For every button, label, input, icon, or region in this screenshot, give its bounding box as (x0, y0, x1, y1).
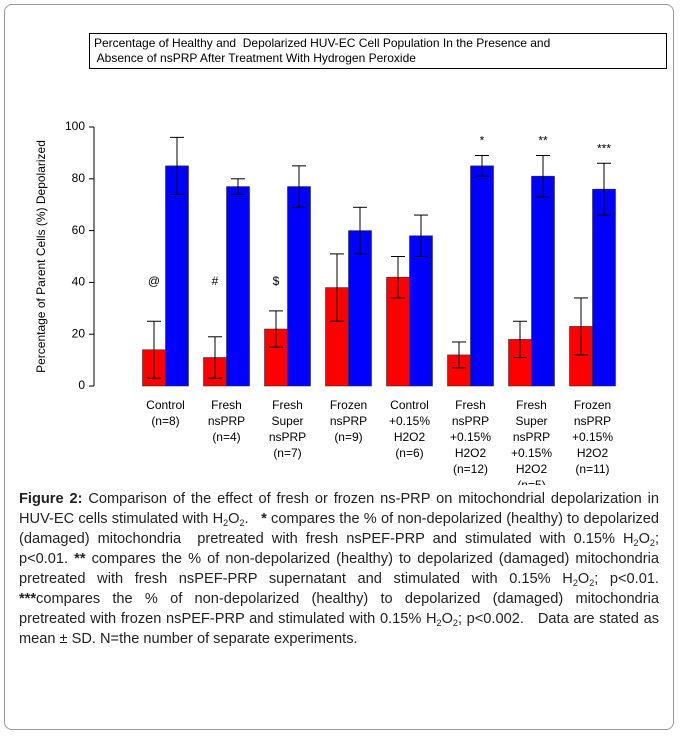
error-bar (414, 214, 428, 257)
bar (470, 165, 494, 387)
x-tick-label: (n=11) (575, 462, 609, 476)
x-tick-label: Control (390, 398, 429, 412)
x-tick-label: (n=9) (334, 430, 362, 444)
x-tick-label: Fresh (516, 398, 547, 412)
x-tick-label: (n=6) (395, 446, 423, 460)
bar (287, 186, 311, 387)
title-line: Absence of nsPRP After Treatment With Hy… (94, 51, 416, 65)
error-bar (292, 165, 306, 208)
caption-run: 2 (572, 578, 578, 588)
x-tick-label: +0.15% (511, 446, 552, 460)
annotation: * (480, 134, 485, 148)
x-tick-label: H2O2 (516, 462, 548, 476)
x-tick-label: +0.15% (450, 430, 491, 444)
annotation: $ (273, 274, 280, 288)
x-tick-label: nsPRP (208, 414, 245, 428)
annotation: ** (538, 134, 548, 148)
bar (531, 175, 555, 387)
figure: 0 20 40 60 80 100 Percentage of Parent Cells (… (4, 4, 674, 730)
error-bar (170, 136, 184, 195)
x-tick-label: H2O2 (455, 446, 487, 460)
caption-run: compares the % of non-depolarized (healt… (19, 511, 664, 547)
bar (165, 165, 189, 387)
x-tick-label: H2O2 (394, 430, 426, 444)
caption-run: Comparison of the effect of fresh or fro… (19, 491, 664, 527)
x-tick-label: Super (515, 414, 547, 428)
bar (226, 186, 250, 387)
error-bar (536, 154, 550, 198)
error-bar (574, 297, 588, 356)
x-tick-label: nsPRP (574, 414, 611, 428)
caption-run: 2 (649, 538, 655, 548)
error-bar (269, 310, 283, 348)
error-bar (391, 256, 405, 299)
x-tick-label: Fresh (455, 398, 486, 412)
x-tick-label: (n=12) (453, 462, 488, 476)
x-tick-label: nsPRP (452, 414, 489, 428)
bar (592, 188, 616, 387)
x-tick-label: Fresh (272, 398, 303, 412)
caption-run: 2 (239, 518, 245, 528)
x-tick-label: Control (146, 398, 185, 412)
x-tick-label: Frozen (574, 398, 611, 412)
caption-run: O (577, 571, 590, 587)
error-bar (353, 206, 367, 255)
caption-run: O (638, 531, 650, 547)
y-tick-label: 60 (72, 223, 86, 237)
x-tick-label: +0.15% (572, 430, 613, 444)
caption-run: compares the % of non-depolarized (healt… (19, 591, 668, 627)
caption-run: ; p<0.01. (594, 571, 664, 587)
caption-run: compares the % of non-depolarized (healt… (19, 551, 664, 587)
error-bar (208, 336, 222, 379)
x-tick-label: Super (271, 414, 303, 428)
x-tick-label: (n=4) (212, 430, 240, 444)
caption-run: Figure 2: (19, 491, 83, 507)
error-bar (231, 178, 245, 195)
caption-run: 2 (633, 538, 639, 548)
chart: 0 20 40 60 80 100 Percentage of Parent Cells (… (34, 119, 616, 485)
y-tick-label: 0 (78, 378, 85, 392)
x-tick-label: Frozen (330, 398, 367, 412)
x-tick-label: nsPRP (513, 430, 550, 444)
y-tick-label: 100 (65, 119, 85, 133)
x-tick-label: (n=5) (517, 478, 545, 485)
y-tick-label: 40 (72, 275, 86, 289)
caption-run: . (244, 511, 262, 527)
x-tick-label: nsPRP (269, 430, 306, 444)
error-bar (475, 154, 489, 177)
caption-run: 2 (452, 618, 458, 628)
annotation: @ (148, 274, 160, 288)
error-bar (513, 320, 527, 359)
error-bar (452, 341, 466, 369)
annotation: # (212, 274, 219, 288)
x-tick-label: nsPRP (330, 414, 367, 428)
error-bar (147, 320, 161, 379)
caption: Figure 2: Comparison of the effect of fr… (19, 489, 659, 649)
caption-run: 2 (436, 618, 442, 628)
caption-run: O (441, 611, 453, 627)
y-tick-label: 80 (72, 171, 86, 185)
caption-run: 2 (223, 518, 229, 528)
x-tick-label: H2O2 (577, 446, 609, 460)
caption-run: ** (74, 551, 86, 567)
x-tick-label: Fresh (211, 398, 242, 412)
error-bar (597, 162, 611, 216)
bar (409, 235, 433, 387)
x-tick-label: (n=8) (151, 414, 179, 428)
caption-run: ; p<0.002. Data are stated as mean ± SD.… (19, 611, 664, 647)
y-tick-label: 20 (72, 326, 86, 340)
annotation: *** (597, 141, 611, 155)
caption-run: O (228, 511, 240, 527)
y-axis-label: Percentage of Parent Cells (%) Depolariz… (34, 140, 48, 373)
error-bar (330, 253, 344, 322)
chart-title: Percentage of Healthy and Depolarized HU… (89, 33, 667, 69)
caption-run: ; p<0.01. (19, 531, 664, 567)
x-tick-label: (n=7) (273, 446, 301, 460)
title-line: Percentage of Healthy and Depolarized HU… (94, 36, 551, 50)
caption-run: *** (19, 591, 37, 607)
x-tick-label: +0.15% (389, 414, 430, 428)
caption-run: * (261, 511, 267, 527)
caption-run: 2 (589, 578, 595, 588)
